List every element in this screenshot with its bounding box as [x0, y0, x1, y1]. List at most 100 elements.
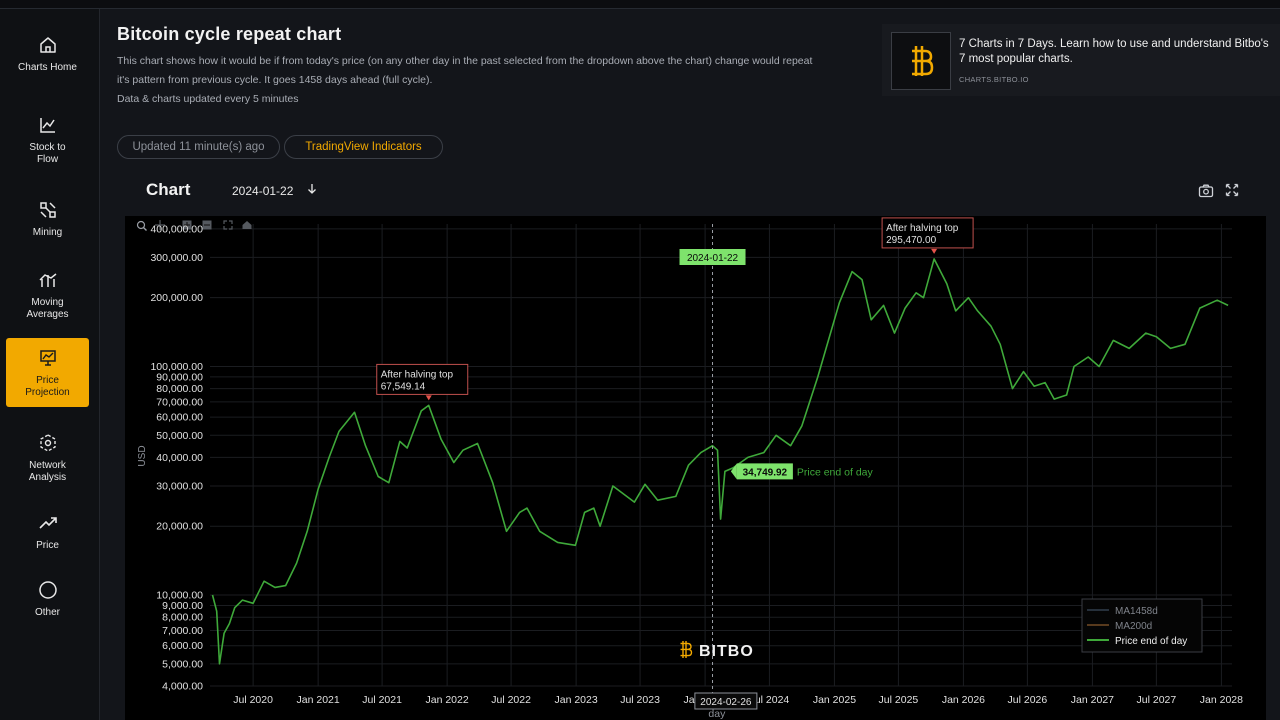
page-header: Bitcoin cycle repeat chart This chart sh…	[117, 24, 877, 109]
hover-date-bg	[694, 692, 758, 710]
legend-item[interactable]: MA1458d	[1115, 606, 1158, 617]
arrow-down-icon	[307, 183, 317, 198]
x-tick-label: Jan 2027	[1071, 694, 1114, 706]
y-tick-label: 70,000.00	[156, 396, 203, 408]
x-tick-label: Jan 2022	[426, 694, 469, 706]
y-tick-label: 7,000.00	[162, 625, 203, 637]
x-tick-label: Jul 2022	[491, 694, 531, 706]
y-tick-label: 100,000.00	[150, 361, 203, 373]
annotation-box	[881, 217, 974, 249]
chart-toolbar	[136, 220, 252, 231]
x-tick-label: Jul 2024	[750, 694, 790, 706]
y-tick-label: 10,000.00	[156, 590, 203, 602]
chart-grid	[210, 224, 1232, 687]
camera-icon[interactable]	[1198, 183, 1214, 199]
y-tick-label: 60,000.00	[156, 412, 203, 424]
sidebar-item-charts-home[interactable]: Charts Home	[6, 24, 89, 84]
sidebar-item-price[interactable]: Price	[6, 507, 89, 557]
chart-overlays: 2024-01-22 34,749.92 Price end of day 2024-…	[376, 217, 974, 720]
moving-averages-icon	[37, 269, 59, 291]
circle-icon	[37, 579, 59, 601]
selected-date-marker-bg	[679, 249, 746, 265]
pan-icon[interactable]	[155, 220, 165, 230]
y-tick-label: 5,000.00	[162, 658, 203, 670]
y-tick-label: 400,000.00	[150, 223, 203, 235]
tradingview-indicators-button[interactable]: TradingView Indicators	[284, 135, 443, 159]
sidebar-item-label: Price	[36, 540, 59, 551]
zoom-in-icon[interactable]	[182, 220, 192, 230]
x-tick-label: Jan 2026	[942, 694, 985, 706]
y-tick-label: 50,000.00	[156, 430, 203, 442]
chart-series	[211, 258, 1229, 665]
y-tick-label: 30,000.00	[156, 480, 203, 492]
x-tick-label: Jul 2023	[620, 694, 660, 706]
zoom-out-icon[interactable]	[202, 220, 212, 230]
sidebar-item-stock-to-flow[interactable]: Stock to Flow	[6, 109, 89, 171]
line-chart-icon	[37, 114, 59, 136]
mining-icon	[37, 199, 59, 221]
annotation-title: After halving top	[886, 223, 959, 234]
hover-tooltip-pointer	[730, 463, 737, 480]
hover-date-label: 2024-02-26	[700, 697, 752, 708]
description-line: This chart shows how it would be if from…	[117, 55, 813, 67]
sidebar-item-label: Network Analysis	[28, 460, 67, 483]
fullscreen-icon[interactable]	[1225, 183, 1241, 199]
sidebar-item-label: Mining	[32, 227, 63, 238]
x-tick-label: Jan 2021	[297, 694, 340, 706]
trend-up-icon	[37, 512, 59, 534]
annotation-value: 67,549.14	[381, 381, 426, 392]
page-title: Bitcoin cycle repeat chart	[117, 24, 342, 44]
y-tick-label: 40,000.00	[156, 452, 203, 464]
price-projection-chart[interactable]: BITBO USD 4,000.00 5,000.00 6,000.00 7,000.…	[125, 216, 1266, 720]
watermark-text: BITBO	[699, 643, 754, 660]
promo-title-line: 7 Charts in 7 Days. Learn how to use and…	[959, 38, 1269, 50]
sidebar-item-price-projection[interactable]: Price Projection	[6, 338, 89, 407]
y-tick-label: 8,000.00	[162, 612, 203, 624]
y-tick-label: 9,000.00	[162, 600, 203, 612]
network-icon	[37, 432, 59, 454]
x-tick-label: Jan 2025	[813, 694, 856, 706]
x-tick-label: Jul 2025	[879, 694, 919, 706]
x-tick-label: Jul 2026	[1008, 694, 1048, 706]
updated-status-badge: Updated 11 minute(s) ago	[117, 135, 280, 159]
sidebar-item-label: Moving Averages	[26, 297, 69, 320]
sidebar-item-label: Other	[34, 607, 60, 618]
chart-axes: USD 4,000.00 5,000.00 6,000.00 7,000.008,00…	[137, 223, 1243, 706]
promo-title: 7 Charts in 7 Days. Learn how to use and…	[959, 37, 1280, 67]
annotation-arrow	[425, 395, 432, 401]
sidebar-item-label: Price Projection	[25, 374, 70, 398]
y-tick-label: 20,000.00	[156, 521, 203, 533]
bitbo-watermark: BITBO	[680, 641, 754, 660]
sidebar-item-mining[interactable]: Mining	[6, 194, 89, 244]
promo-url: CHARTS.BITBO.IO	[959, 75, 1029, 84]
home-icon	[37, 34, 59, 56]
selected-date-marker-label: 2024-01-22	[687, 253, 739, 264]
autoscale-icon[interactable]	[223, 220, 233, 230]
annotation-box	[376, 363, 469, 395]
sidebar-item-other[interactable]: Other	[6, 574, 89, 624]
date-dropdown-value: 2024-01-22	[232, 183, 294, 198]
legend-item[interactable]: MA200d	[1115, 621, 1152, 632]
bitbo-logo-icon	[680, 641, 693, 658]
y-tick-label: 300,000.00	[150, 252, 203, 264]
x-tick-label: Jan 2023	[555, 694, 598, 706]
y-tick-label: 90,000.00	[156, 371, 203, 383]
sidebar-item-network-analysis[interactable]: Network Analysis	[6, 427, 89, 489]
update-frequency-note: Data & charts updated every 5 minutes	[117, 93, 299, 105]
zoom-icon[interactable]	[136, 220, 147, 231]
date-dropdown[interactable]: 2024-01-22	[232, 183, 317, 198]
description-line: it's pattern from previous cycle. It goe…	[117, 74, 433, 86]
promo-title-line: 7 most popular charts.	[959, 53, 1073, 65]
annotation-arrow	[931, 248, 938, 254]
legend-item[interactable]: Price end of day	[1115, 636, 1187, 647]
reset-home-icon[interactable]	[242, 221, 252, 229]
promo-banner[interactable]: 7 Charts in 7 Days. Learn how to use and…	[882, 24, 1280, 96]
x-tick-label: Jul 2021	[362, 694, 402, 706]
price-projection-icon	[37, 347, 59, 369]
sidebar: Charts Home Stock to Flow Mining Moving …	[0, 9, 100, 720]
annotation-title: After halving top	[381, 369, 454, 380]
chart-legend[interactable]: MA1458d MA200d Price end of day	[1081, 598, 1203, 653]
top-bar	[0, 0, 1280, 9]
sidebar-item-moving-averages[interactable]: Moving Averages	[6, 264, 89, 326]
hover-value-bg	[736, 463, 793, 480]
